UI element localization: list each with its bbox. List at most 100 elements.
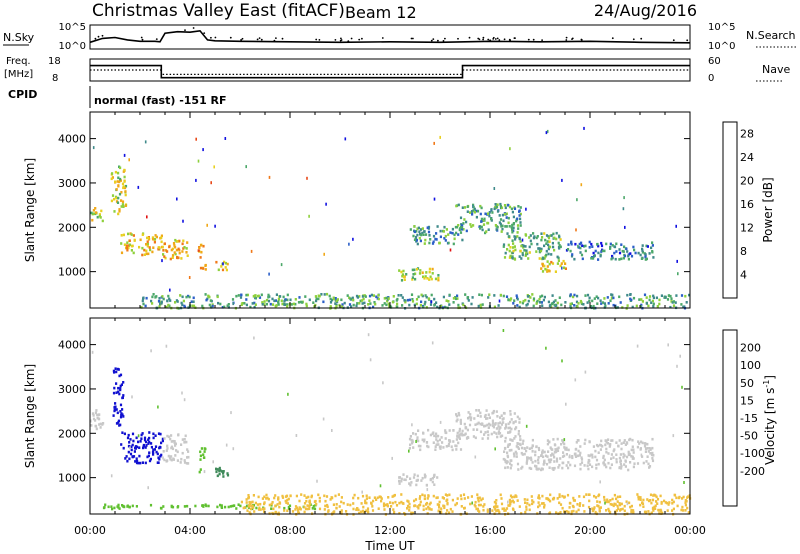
heatmap-cell — [526, 446, 529, 449]
heatmap-cell — [150, 445, 153, 449]
heatmap-cell — [119, 403, 123, 407]
nsearch-point — [258, 37, 261, 39]
heatmap-cell — [151, 250, 154, 254]
heatmap-cell — [187, 450, 190, 453]
heatmap-cell — [335, 303, 338, 307]
heatmap-cell — [649, 448, 652, 451]
heatmap-cell — [525, 249, 528, 252]
heatmap-cell — [426, 277, 429, 280]
heatmap-cell — [220, 265, 223, 268]
heatmap-cell — [318, 496, 321, 500]
heatmap-cell — [606, 442, 610, 445]
heatmap-cell — [169, 257, 172, 261]
heatmap-cell — [148, 436, 151, 440]
heatmap-cell — [117, 386, 120, 390]
heatmap-cell — [411, 278, 414, 281]
heatmap-cell — [440, 507, 443, 510]
heatmap-cell — [447, 444, 450, 448]
heatmap-cell — [352, 298, 355, 302]
heatmap-cell — [186, 241, 189, 244]
heatmap-cell — [635, 304, 638, 308]
heatmap-cell — [287, 497, 290, 501]
heatmap-cell — [549, 446, 552, 449]
heatmap-cell — [509, 410, 512, 413]
heatmap-cell — [574, 378, 577, 382]
heatmap-cell — [569, 293, 572, 296]
heatmap-cell — [199, 266, 203, 270]
heatmap-cell — [117, 171, 120, 175]
heatmap-cell — [170, 440, 173, 443]
heatmap-cell — [619, 301, 622, 304]
heatmap-cell — [122, 185, 125, 188]
heatmap-cell — [409, 443, 412, 447]
heatmap-cell — [270, 502, 273, 506]
heatmap-cell — [382, 381, 384, 385]
heatmap-cell — [142, 296, 145, 300]
heatmap-cell — [443, 225, 446, 229]
heatmap-cell — [449, 248, 452, 252]
heatmap-cell — [223, 260, 226, 264]
heatmap-cell — [672, 434, 675, 438]
heatmap-cell — [615, 458, 618, 461]
heatmap-cell — [613, 251, 616, 255]
heatmap-cell — [541, 262, 544, 266]
heatmap-cell — [181, 295, 184, 299]
heatmap-cell — [627, 468, 630, 472]
heatmap-cell — [521, 301, 524, 305]
heatmap-cell — [538, 247, 541, 250]
heatmap-cell — [113, 409, 116, 413]
heatmap-cell — [544, 267, 547, 271]
heatmap-cell — [141, 299, 144, 303]
velocity-heatmap-cells — [90, 329, 692, 516]
heatmap-cell — [113, 197, 116, 201]
heatmap-cell — [306, 504, 309, 507]
heatmap-cell — [439, 445, 442, 448]
heatmap-cell — [317, 297, 320, 301]
heatmap-cell — [592, 445, 595, 448]
heatmap-cell — [420, 479, 423, 482]
heatmap-cell — [649, 493, 653, 497]
heatmap-cell — [541, 304, 544, 307]
heatmap-cell — [426, 497, 429, 500]
heatmap-cell — [466, 428, 469, 432]
heatmap-cell — [280, 263, 283, 267]
heatmap-cell — [472, 203, 475, 207]
heatmap-cell — [169, 458, 172, 461]
heatmap-cell — [472, 205, 475, 209]
heatmap-cell — [518, 214, 521, 217]
heatmap-cell — [605, 440, 608, 444]
heatmap-cell — [551, 262, 555, 265]
heatmap-cell — [115, 391, 118, 394]
velocity-colorbar-label-end: ] — [763, 375, 777, 380]
y-tick-label: 3000 — [58, 383, 86, 396]
heatmap-cell — [154, 234, 157, 237]
heatmap-cell — [216, 505, 219, 509]
heatmap-cell — [372, 305, 375, 309]
heatmap-cell — [571, 253, 574, 256]
heatmap-cell — [126, 436, 130, 440]
heatmap-cell — [512, 500, 515, 504]
heatmap-cell — [519, 300, 522, 304]
heatmap-cell — [488, 422, 491, 426]
heatmap-cell — [173, 251, 176, 254]
heatmap-cell — [484, 413, 487, 417]
heatmap-cell — [543, 232, 546, 235]
heatmap-cell — [475, 507, 478, 511]
heatmap-cell — [271, 501, 274, 504]
heatmap-cell — [481, 497, 484, 500]
time-tick-label: 08:00 — [274, 524, 306, 537]
heatmap-cell — [600, 244, 604, 248]
heatmap-cell — [430, 300, 433, 304]
heatmap-cell — [607, 461, 610, 465]
heatmap-cell — [172, 242, 176, 245]
heatmap-cell — [517, 227, 520, 230]
heatmap-cell — [299, 300, 303, 304]
heatmap-cell — [509, 494, 513, 498]
heatmap-cell — [562, 441, 565, 444]
heatmap-cell — [543, 257, 546, 260]
nsearch-point — [541, 39, 543, 41]
heatmap-cell — [202, 148, 204, 152]
heatmap-cell — [616, 500, 619, 503]
heatmap-cell — [400, 279, 404, 282]
heatmap-cell — [423, 302, 426, 306]
